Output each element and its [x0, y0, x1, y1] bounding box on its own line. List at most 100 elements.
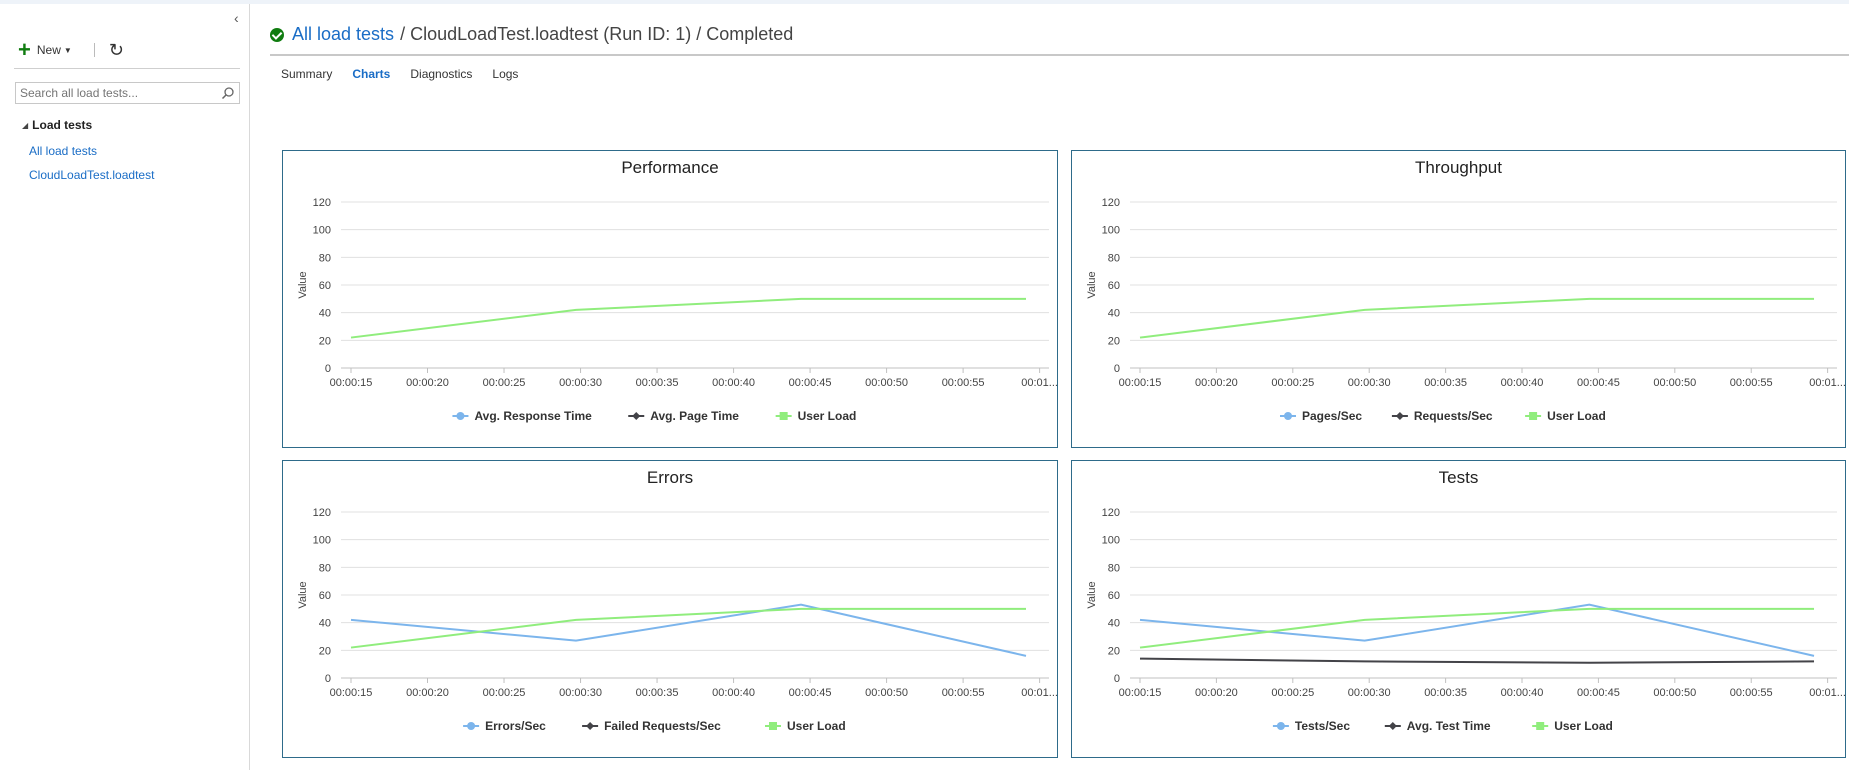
y-tick-label: 0 — [1114, 673, 1120, 685]
y-tick-label: 120 — [1102, 507, 1120, 519]
breadcrumb-all-load-tests-link[interactable]: All load tests — [292, 24, 395, 44]
x-tick-label: 00:00:20 — [406, 687, 449, 699]
x-tick-label: 00:00:30 — [1348, 377, 1391, 389]
y-tick-label: 100 — [1102, 535, 1120, 547]
legend-marker-diamond — [1388, 722, 1397, 730]
x-tick-label: 00:00:35 — [636, 687, 679, 699]
x-tick-label: 00:00:50 — [865, 377, 908, 389]
y-tick-label: 60 — [319, 280, 331, 292]
y-axis-label: Value — [297, 581, 309, 608]
x-tick-label: 00:00:45 — [789, 377, 832, 389]
performance-chart-panel: Performance 0 20 40 60 80 100 120 Value 00:00:15 0… — [282, 150, 1058, 448]
y-tick-label: 40 — [319, 308, 331, 320]
expand-arrow-icon: ◢ — [22, 120, 29, 130]
search-icon[interactable] — [221, 86, 235, 100]
y-tick-label: 20 — [319, 335, 331, 347]
legend-item-user-load[interactable]: User Load — [765, 719, 846, 733]
legend-item-user-load[interactable]: User Load — [1532, 719, 1613, 733]
y-tick-label: 40 — [319, 618, 331, 630]
y-tick-label: 80 — [319, 562, 331, 574]
tab-charts[interactable]: Charts — [352, 67, 391, 81]
legend-marker-diamond — [632, 412, 641, 420]
breadcrumb-current: / CloudLoadTest.loadtest (Run ID: 1) / C… — [400, 24, 794, 44]
x-tick-label: 00:01... — [1021, 687, 1057, 699]
x-tick-label: 00:00:25 — [1271, 377, 1314, 389]
legend-label: Errors/Sec — [485, 719, 546, 733]
errors-chart: Errors 0 20 40 60 80 100 120 Value 00:00:15 00:00:… — [297, 468, 1057, 733]
legend-item-failed-requests-sec[interactable]: Failed Requests/Sec — [582, 719, 721, 733]
legend-marker-circle — [1276, 722, 1285, 730]
x-tick-label: 00:00:20 — [1195, 377, 1238, 389]
search-box — [15, 82, 240, 104]
legend-label: Pages/Sec — [1302, 409, 1362, 423]
sidebar-item-all-load-tests[interactable]: All load tests — [29, 144, 98, 158]
legend-label: Avg. Response Time — [474, 409, 592, 423]
legend-item-pages-sec[interactable]: Pages/Sec — [1280, 409, 1362, 423]
x-tick-label: 00:00:40 — [712, 687, 755, 699]
x-tick-label: 00:00:15 — [1119, 687, 1162, 699]
y-tick-label: 60 — [1108, 280, 1120, 292]
tab-diagnostics[interactable]: Diagnostics — [410, 67, 473, 81]
tab-logs[interactable]: Logs — [492, 67, 519, 81]
tree-header-load-tests[interactable]: ◢ Load tests — [22, 118, 92, 132]
tests-chart: Tests 0 20 40 60 80 100 120 Value 00:00:15 00:00:2… — [1086, 468, 1845, 733]
x-tick-label: 00:00:25 — [483, 687, 526, 699]
legend-item-requests-sec[interactable]: Requests/Sec — [1391, 409, 1493, 423]
chart-title: Throughput — [1415, 158, 1502, 177]
toolbar-divider — [93, 43, 95, 57]
y-tick-label: 20 — [319, 645, 331, 657]
x-tick-label: 00:00:55 — [942, 377, 985, 389]
legend-marker-circle — [467, 722, 476, 730]
x-tick-label: 00:01... — [1809, 687, 1845, 699]
legend-item-avg-response-time[interactable]: Avg. Response Time — [452, 409, 592, 423]
legend-item-tests-sec[interactable]: Tests/Sec — [1272, 719, 1350, 733]
y-tick-label: 60 — [319, 590, 331, 602]
new-button[interactable]: + New ▼ — [18, 39, 72, 61]
legend-item-avg-page-time[interactable]: Avg. Page Time — [628, 409, 739, 423]
legend-item-user-load[interactable]: User Load — [775, 409, 857, 423]
errors-chart-panel: Errors 0 20 40 60 80 100 120 Value 00:00:15 00:00:… — [282, 460, 1058, 758]
search-input[interactable] — [20, 86, 221, 100]
sidebar-divider — [14, 68, 240, 69]
tests-chart-panel: Tests 0 20 40 60 80 100 120 Value 00:00:15 00:00:2… — [1071, 460, 1846, 758]
chart-title: Tests — [1439, 468, 1479, 487]
legend-marker-circle — [456, 412, 465, 420]
series-line-avg-test-time — [1139, 657, 1815, 664]
legend-item-errors-sec[interactable]: Errors/Sec — [463, 719, 546, 733]
breadcrumb: All load tests / CloudLoadTest.loadtest … — [270, 24, 793, 45]
x-tick-label: 00:00:20 — [406, 377, 449, 389]
legend-marker-circle — [1284, 412, 1292, 420]
legend-marker-diamond — [586, 722, 595, 730]
x-tick-label: 00:00:20 — [1195, 687, 1238, 699]
x-tick-label: 00:00:40 — [1501, 687, 1544, 699]
throughput-chart-panel: Throughput 0 20 40 60 80 100 120 Value 00:00:15 00… — [1071, 150, 1846, 448]
legend-marker-diamond — [1395, 412, 1404, 420]
chart-title: Performance — [621, 158, 718, 177]
sidebar-item-cloudloadtest[interactable]: CloudLoadTest.loadtest — [29, 168, 155, 182]
legend-item-user-load[interactable]: User Load — [1525, 409, 1606, 423]
legend-item-avg-test-time[interactable]: Avg. Test Time — [1384, 719, 1491, 733]
y-tick-label: 0 — [325, 363, 331, 375]
x-tick-label: 00:00:45 — [1577, 377, 1620, 389]
legend-label: User Load — [798, 409, 857, 423]
x-tick-label: 00:00:55 — [942, 687, 985, 699]
x-tick-label: 00:00:35 — [1424, 687, 1467, 699]
tree-header-label: Load tests — [32, 118, 93, 132]
x-tick-label: 00:00:15 — [330, 687, 373, 699]
performance-chart: Performance 0 20 40 60 80 100 120 Value 00:00:15 0… — [297, 158, 1057, 423]
refresh-icon[interactable]: ↻ — [108, 40, 124, 60]
y-tick-label: 80 — [1108, 562, 1120, 574]
collapse-sidebar-icon[interactable]: ‹ — [234, 10, 239, 26]
x-tick-label: 00:00:40 — [712, 377, 755, 389]
tab-summary[interactable]: Summary — [281, 67, 333, 81]
y-tick-label: 20 — [1108, 335, 1120, 347]
y-axis-label: Value — [297, 271, 309, 298]
y-tick-label: 100 — [313, 225, 331, 237]
legend-label: User Load — [787, 719, 846, 733]
y-tick-label: 40 — [1108, 308, 1120, 320]
x-tick-label: 00:00:30 — [559, 687, 602, 699]
top-strip — [0, 0, 1849, 4]
x-tick-label: 00:00:45 — [789, 687, 832, 699]
legend-label: Avg. Page Time — [650, 409, 739, 423]
legend-label: User Load — [1547, 409, 1606, 423]
